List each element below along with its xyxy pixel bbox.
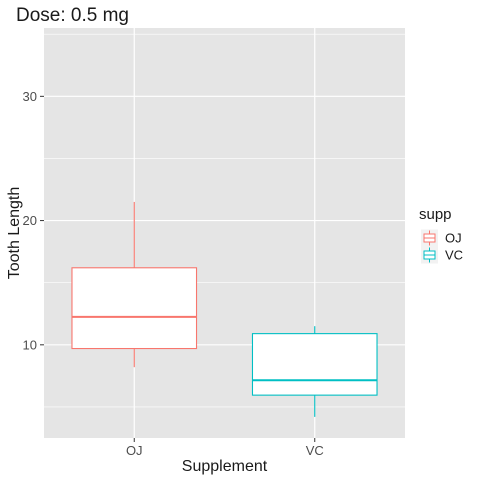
x-tick-label: VC xyxy=(306,443,324,458)
y-tick-label: 20 xyxy=(23,213,37,228)
legend-label: OJ xyxy=(445,231,462,246)
legend-item-vc: VC xyxy=(421,246,463,264)
x-axis-title: Supplement xyxy=(182,458,268,475)
box-vc xyxy=(251,326,378,417)
y-axis-title: Tooth Length xyxy=(6,187,23,280)
box-body xyxy=(71,267,198,350)
box-body xyxy=(251,333,378,396)
box-oj xyxy=(71,201,198,368)
x-tick-label: OJ xyxy=(126,443,143,458)
legend-item-oj: OJ xyxy=(421,229,462,247)
y-axis: 10 20 30 xyxy=(23,89,44,352)
legend-label: VC xyxy=(445,248,463,263)
legend: supp OJ VC xyxy=(419,206,463,264)
y-tick-label: 30 xyxy=(23,89,37,104)
legend-title: supp xyxy=(419,206,452,223)
y-tick-label: 10 xyxy=(23,337,37,352)
boxes xyxy=(71,201,378,417)
chart-title: Dose: 0.5 mg xyxy=(16,5,129,26)
x-axis: OJ VC xyxy=(126,438,324,458)
